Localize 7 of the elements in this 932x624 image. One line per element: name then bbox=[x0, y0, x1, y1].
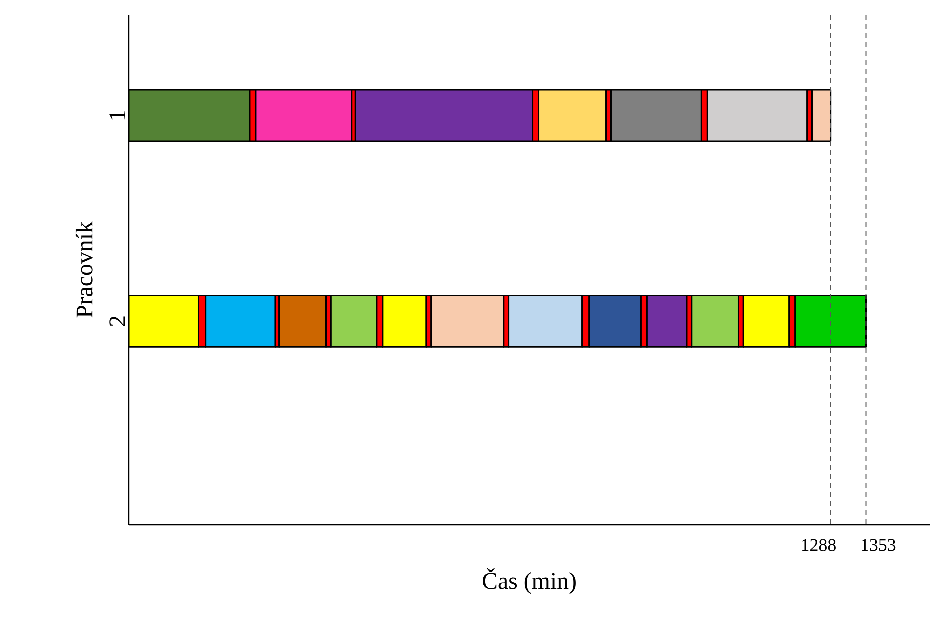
ref-line-label: 1353 bbox=[862, 539, 896, 552]
bar bbox=[278, 294, 328, 348]
y-tick-label: 1 bbox=[110, 111, 126, 120]
y-tick-label: 2 bbox=[110, 316, 126, 326]
y-axis-title: Pracovník bbox=[76, 222, 93, 318]
x-axis-title: Čas (min) bbox=[483, 568, 576, 594]
ref-line-label: 1288 bbox=[802, 539, 836, 552]
